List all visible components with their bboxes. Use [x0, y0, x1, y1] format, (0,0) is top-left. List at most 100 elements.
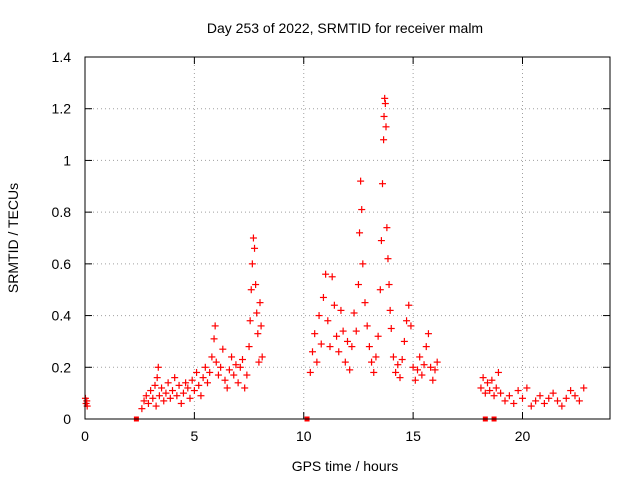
data-point	[497, 389, 505, 397]
data-point	[352, 327, 360, 335]
data-point	[138, 405, 146, 413]
data-point	[179, 389, 187, 397]
y-tick-label: 0.8	[52, 204, 72, 220]
data-point	[223, 384, 231, 392]
data-point	[554, 397, 561, 405]
data-point	[348, 343, 356, 351]
data-point	[431, 366, 439, 374]
data-point	[245, 343, 253, 351]
data-point	[186, 394, 194, 402]
data-point	[258, 353, 266, 361]
data-point	[379, 180, 386, 188]
data-point	[494, 368, 502, 376]
data-point	[488, 376, 496, 384]
data-point	[385, 281, 393, 289]
data-point	[214, 371, 222, 379]
data-point	[322, 270, 330, 278]
data-point	[190, 387, 198, 395]
data-point	[549, 389, 557, 397]
data-point	[424, 330, 432, 338]
data-point	[208, 353, 216, 361]
data-point	[374, 332, 382, 340]
data-point	[221, 376, 229, 384]
data-point	[536, 392, 544, 400]
data-point	[225, 366, 233, 374]
data-point	[306, 368, 314, 376]
data-point	[160, 397, 168, 405]
data-point	[387, 325, 395, 332]
data-point	[501, 397, 509, 405]
data-point	[328, 273, 336, 281]
data-point	[206, 368, 214, 376]
data-points	[81, 94, 588, 422]
data-point	[486, 387, 494, 395]
y-tick-label: 0.2	[52, 359, 72, 375]
data-point	[389, 353, 397, 361]
data-point	[241, 384, 249, 392]
data-point	[324, 317, 332, 325]
x-tick-label: 10	[296, 428, 312, 444]
data-point	[247, 286, 255, 294]
data-point	[253, 309, 261, 317]
data-point	[394, 361, 402, 369]
data-point	[558, 402, 566, 410]
data-point	[217, 363, 225, 371]
y-tick-label: 1.2	[52, 101, 72, 117]
data-point	[370, 368, 378, 376]
data-point	[153, 374, 161, 382]
data-point	[545, 394, 553, 402]
data-point	[228, 353, 236, 361]
data-point	[346, 366, 354, 374]
y-tick-label: 0	[63, 411, 71, 427]
data-point	[309, 348, 316, 356]
data-point	[211, 322, 219, 330]
data-point	[254, 330, 262, 338]
data-point	[527, 402, 535, 410]
data-point	[219, 345, 227, 353]
data-point	[184, 384, 192, 392]
data-point	[562, 394, 570, 402]
data-point	[234, 379, 242, 387]
chart-title: Day 253 of 2022, SRMTID for receiver mal…	[207, 20, 483, 36]
data-point	[255, 358, 263, 366]
data-point	[197, 392, 205, 400]
data-point	[144, 399, 152, 407]
data-point	[484, 379, 491, 387]
data-point	[532, 397, 540, 405]
data-point	[173, 392, 181, 400]
data-point	[365, 343, 373, 351]
data-point	[409, 363, 417, 371]
data-point	[246, 317, 254, 325]
data-point	[383, 224, 391, 232]
data-point	[201, 363, 209, 371]
data-point	[386, 306, 394, 314]
data-point	[212, 358, 220, 366]
data-point	[344, 337, 351, 345]
data-point	[199, 374, 207, 382]
data-point	[164, 379, 172, 387]
data-point	[230, 371, 238, 379]
data-point	[400, 337, 408, 345]
data-point	[575, 397, 583, 405]
tick-labels: 0 5 10 15 20 0 0.2 0.4 0.6 0.8 1 1.2 1.4	[52, 49, 531, 444]
data-point	[204, 379, 211, 387]
x-tick-label: 0	[81, 428, 89, 444]
data-point	[363, 322, 371, 330]
data-point	[381, 100, 389, 108]
data-point	[251, 244, 259, 252]
data-point	[398, 356, 406, 364]
data-point	[372, 353, 380, 361]
data-point	[427, 363, 435, 371]
data-point	[405, 301, 413, 309]
data-point	[195, 381, 203, 389]
data-point	[479, 374, 487, 382]
data-point	[166, 394, 174, 402]
data-point	[330, 301, 338, 309]
data-point	[477, 384, 485, 392]
data-point	[382, 123, 390, 131]
data-point	[380, 112, 388, 120]
data-point	[368, 358, 376, 366]
data-point	[317, 340, 325, 348]
data-point	[361, 299, 369, 307]
